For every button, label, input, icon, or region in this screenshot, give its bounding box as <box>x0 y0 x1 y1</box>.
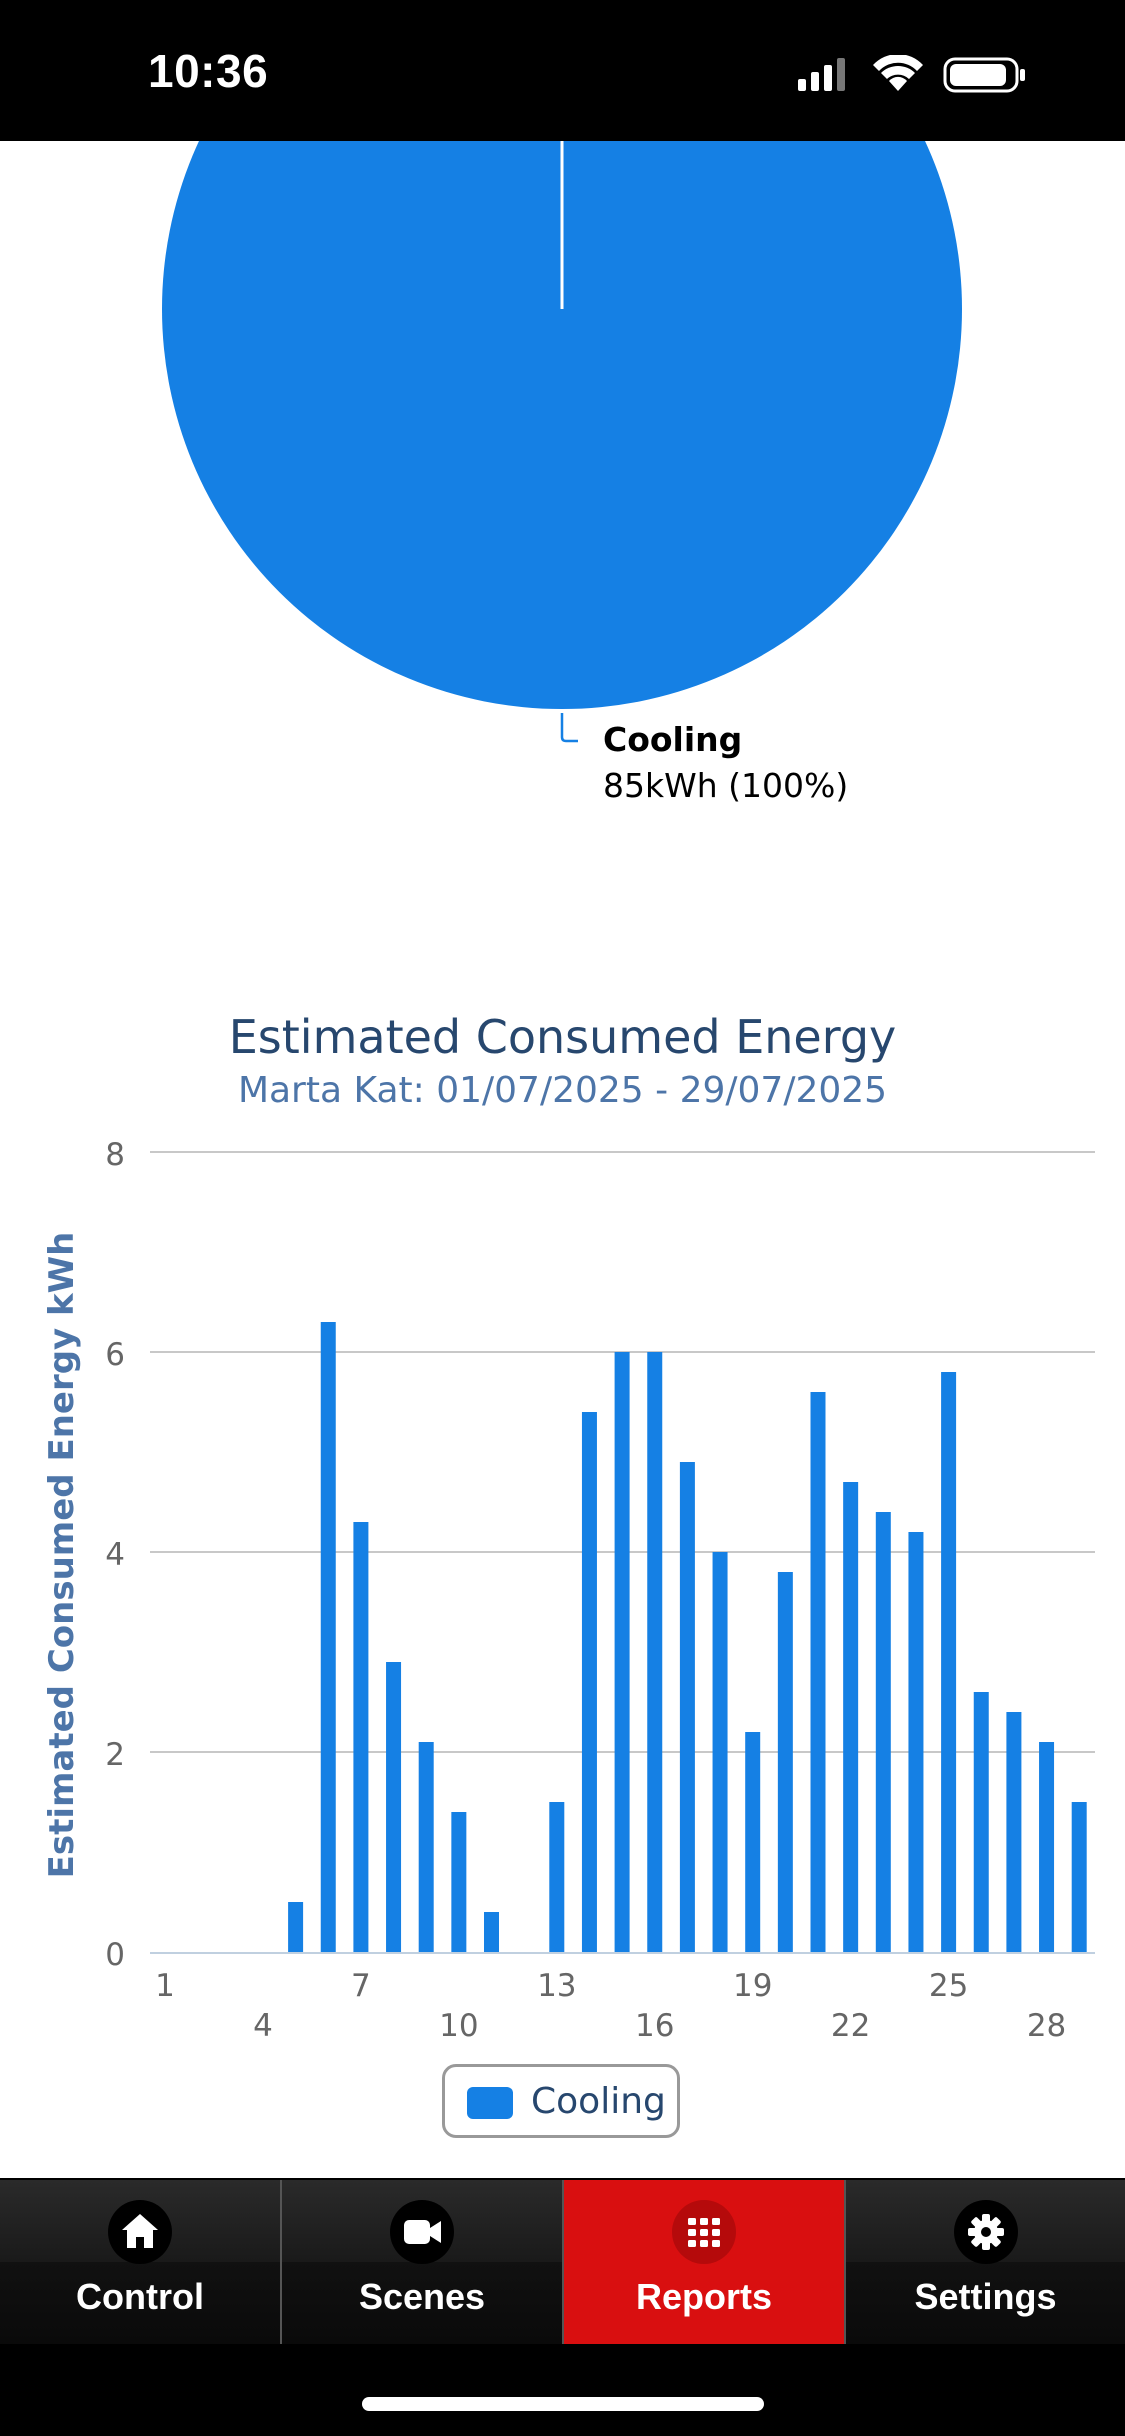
bar[interactable] <box>712 1552 728 1952</box>
bar[interactable] <box>614 1352 630 1952</box>
pie-label-title: Cooling <box>603 720 743 759</box>
bar[interactable] <box>908 1532 924 1952</box>
bar[interactable] <box>941 1372 957 1952</box>
tab-control-label: Control <box>76 2276 204 2317</box>
x-tick-label: 16 <box>635 2008 674 2040</box>
tab-settings-label: Settings <box>914 2276 1057 2317</box>
bar[interactable] <box>288 1902 304 1952</box>
pie-chart: Cooling 85kWh (100%) <box>0 141 1125 841</box>
bar[interactable] <box>353 1522 369 1952</box>
bar[interactable] <box>418 1742 434 1952</box>
gear-icon <box>953 2200 1018 2264</box>
bar-chart: 0 2 4 6 8 1 7 13 19 25 4 10 16 22 28 <box>105 1137 1095 2040</box>
pie-chart-svg <box>162 141 962 743</box>
bar[interactable] <box>1006 1712 1022 1952</box>
x-tick-label: 28 <box>1027 2008 1066 2040</box>
y-tick-label: 2 <box>105 1737 125 1773</box>
signal-icon <box>798 58 845 91</box>
tab-scenes[interactable]: Scenes <box>282 2180 564 2344</box>
chart-title: Estimated Consumed Energy <box>228 1010 897 1064</box>
home-indicator[interactable] <box>362 2397 764 2411</box>
bar[interactable] <box>875 1512 891 1952</box>
bar[interactable] <box>647 1352 663 1952</box>
bar[interactable] <box>484 1912 499 1952</box>
home-indicator-area <box>0 2346 1125 2436</box>
bar[interactable] <box>549 1802 565 1952</box>
tab-reports-label: Reports <box>635 2276 773 2317</box>
x-tick-label: 4 <box>253 2008 273 2040</box>
x-tick-label: 13 <box>537 1968 576 2004</box>
status-icons <box>798 55 1025 93</box>
bar[interactable] <box>745 1732 761 1952</box>
video-camera-icon <box>390 2200 454 2264</box>
grid-icon <box>672 2200 736 2264</box>
status-bar: 10:36 <box>0 0 1125 141</box>
bar[interactable] <box>386 1662 402 1952</box>
bar[interactable] <box>1039 1742 1055 1952</box>
chart-legend[interactable]: Cooling <box>442 2064 680 2138</box>
bar[interactable] <box>1071 1802 1087 1952</box>
pie-label-value: 85kWh (100%) <box>603 766 849 805</box>
tab-control[interactable]: Control <box>0 2180 282 2344</box>
bar[interactable] <box>320 1322 336 1952</box>
bar[interactable] <box>581 1412 597 1952</box>
y-tick-label: 6 <box>105 1337 125 1373</box>
x-tick-label: 7 <box>351 1968 371 2004</box>
y-tick-label: 8 <box>105 1137 125 1173</box>
bar[interactable] <box>973 1692 989 1952</box>
x-tick-label: 1 <box>155 1968 175 2004</box>
x-tick-label: 22 <box>831 2008 870 2040</box>
y-tick-label: 4 <box>105 1537 125 1573</box>
status-time: 10:36 <box>148 45 269 97</box>
tab-bar: Control Scenes Reports <box>0 2178 1125 2346</box>
wifi-icon <box>873 55 923 91</box>
home-icon <box>108 2200 172 2264</box>
bar[interactable] <box>451 1812 467 1952</box>
tab-settings[interactable]: Settings <box>846 2180 1125 2344</box>
x-tick-label: 10 <box>439 2008 478 2040</box>
chart-subtitle: Marta Kat: 01/07/2025 - 29/07/2025 <box>237 1070 888 1111</box>
pie-slice-cooling[interactable] <box>162 141 962 709</box>
legend-swatch <box>467 2087 513 2119</box>
tab-reports[interactable]: Reports <box>564 2180 846 2344</box>
battery-icon <box>943 57 1025 93</box>
bar[interactable] <box>843 1482 859 1952</box>
legend-label: Cooling <box>531 2081 666 2122</box>
x-tick-label: 25 <box>929 1968 968 2004</box>
x-tick-label: 19 <box>733 1968 772 2004</box>
bar[interactable] <box>777 1572 793 1952</box>
tab-scenes-label: Scenes <box>358 2276 486 2317</box>
bar[interactable] <box>810 1392 826 1952</box>
bar[interactable] <box>679 1462 695 1952</box>
y-tick-label: 0 <box>105 1937 125 1973</box>
pie-label-connector <box>560 713 578 743</box>
